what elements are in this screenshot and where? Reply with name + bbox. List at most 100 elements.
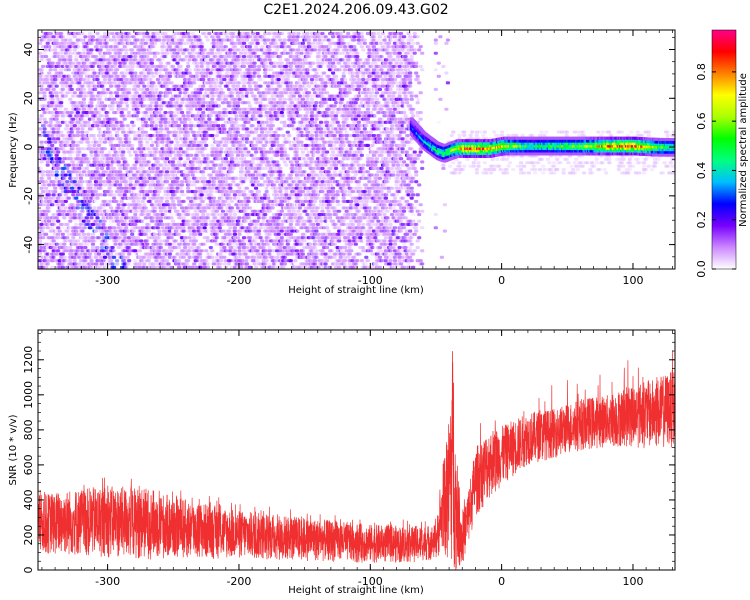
heatmap-cell bbox=[160, 58, 165, 62]
heatmap-cell bbox=[54, 78, 59, 82]
heatmap-cell bbox=[196, 111, 201, 115]
heatmap-cell bbox=[157, 35, 162, 39]
heatmap-cell bbox=[115, 68, 120, 72]
heatmap-cell bbox=[59, 193, 64, 197]
heatmap-cell bbox=[101, 216, 106, 220]
heatmap-cell bbox=[45, 81, 50, 85]
heatmap-cell bbox=[187, 58, 192, 62]
heatmap-cell bbox=[199, 193, 204, 197]
heatmap-cell bbox=[184, 91, 189, 95]
heatmap-cell bbox=[204, 147, 209, 151]
heatmap-cell bbox=[133, 166, 138, 170]
heatmap-cell bbox=[83, 246, 88, 250]
heatmap-cell bbox=[214, 209, 219, 213]
heatmap-cell bbox=[151, 58, 156, 62]
heatmap-cell bbox=[146, 229, 151, 233]
heatmap-cell bbox=[42, 183, 47, 187]
heatmap-cell bbox=[98, 265, 103, 269]
heatmap-cell bbox=[69, 252, 74, 256]
heatmap-cell bbox=[175, 114, 180, 118]
heatmap-cell bbox=[50, 64, 55, 68]
heatmap-cell bbox=[56, 64, 61, 68]
heatmap-cell bbox=[143, 232, 148, 236]
heatmap-cell bbox=[133, 213, 138, 217]
heatmap-cell bbox=[45, 236, 50, 240]
heatmap-cell bbox=[116, 203, 121, 207]
heatmap-cell bbox=[173, 249, 179, 253]
heatmap-cell bbox=[158, 209, 163, 213]
heatmap-cell bbox=[155, 78, 160, 82]
heatmap-cell bbox=[122, 193, 127, 197]
heatmap-cell bbox=[59, 48, 64, 52]
heatmap-cell bbox=[130, 232, 135, 236]
heatmap-cell bbox=[77, 81, 82, 85]
heatmap-cell bbox=[112, 193, 117, 197]
heatmap-cell bbox=[98, 48, 103, 52]
heatmap-cell bbox=[157, 71, 162, 75]
heatmap-cell bbox=[211, 219, 216, 223]
heatmap-cell bbox=[89, 101, 94, 105]
heatmap-cell bbox=[235, 84, 241, 88]
heatmap-cell bbox=[208, 114, 213, 118]
heatmap-cell bbox=[139, 239, 144, 243]
heatmap-cell bbox=[170, 97, 176, 101]
heatmap-cell bbox=[136, 180, 141, 184]
heatmap-cell bbox=[202, 48, 207, 52]
heatmap-cell bbox=[155, 32, 160, 36]
heatmap-cell bbox=[39, 74, 44, 78]
heatmap-cell bbox=[169, 101, 174, 105]
heatmap-cell bbox=[189, 111, 194, 115]
heatmap-cell bbox=[204, 219, 209, 223]
heatmap-cell bbox=[90, 117, 96, 121]
heatmap-cell bbox=[201, 111, 206, 115]
heatmap-cell bbox=[130, 170, 135, 174]
heatmap-cell bbox=[81, 97, 86, 101]
heatmap-cell bbox=[193, 199, 198, 203]
heatmap-cell bbox=[72, 180, 77, 184]
heatmap-cell bbox=[181, 216, 186, 220]
heatmap-cell bbox=[173, 120, 179, 124]
heatmap-cell bbox=[231, 180, 236, 184]
heatmap-cell bbox=[59, 242, 64, 246]
heatmap-cell bbox=[142, 48, 147, 52]
heatmap-cell bbox=[220, 68, 225, 72]
heatmap-cell bbox=[127, 246, 132, 250]
heatmap-cell bbox=[47, 58, 52, 62]
heatmap-cell bbox=[235, 104, 241, 108]
heatmap-cell bbox=[54, 242, 59, 246]
heatmap-cell bbox=[125, 134, 130, 138]
heatmap-cell bbox=[101, 259, 106, 263]
heatmap-cell bbox=[110, 107, 115, 111]
heatmap-cell bbox=[125, 147, 130, 151]
heatmap-cell bbox=[51, 255, 56, 259]
heatmap-cell bbox=[223, 114, 228, 118]
heatmap-cell bbox=[184, 137, 189, 141]
heatmap-cell bbox=[51, 127, 56, 131]
heatmap-cell bbox=[102, 32, 108, 36]
heatmap-cell bbox=[130, 48, 135, 52]
heatmap-cell bbox=[145, 242, 150, 246]
heatmap-cell bbox=[208, 246, 213, 250]
heatmap-cell bbox=[217, 265, 222, 269]
heatmap-cell bbox=[201, 51, 206, 55]
heatmap-cell bbox=[217, 262, 222, 266]
heatmap-cell bbox=[95, 213, 100, 217]
heatmap-cell bbox=[104, 45, 109, 49]
heatmap-cell bbox=[222, 203, 227, 207]
heatmap-cell bbox=[71, 140, 76, 144]
heatmap-cell bbox=[75, 153, 80, 157]
heatmap-cell bbox=[201, 84, 206, 88]
heatmap-cell bbox=[192, 48, 197, 52]
heatmap-cell bbox=[57, 166, 62, 170]
heatmap-cell bbox=[60, 196, 65, 200]
heatmap-cell bbox=[157, 249, 162, 253]
heatmap-cell bbox=[80, 127, 85, 131]
heatmap-cell bbox=[78, 38, 83, 42]
heatmap-cell bbox=[53, 74, 58, 78]
heatmap-cell bbox=[86, 120, 91, 124]
heatmap-cell bbox=[47, 130, 52, 134]
heatmap-cell bbox=[41, 249, 46, 253]
heatmap-cell bbox=[95, 124, 100, 128]
heatmap-cell bbox=[223, 180, 228, 184]
